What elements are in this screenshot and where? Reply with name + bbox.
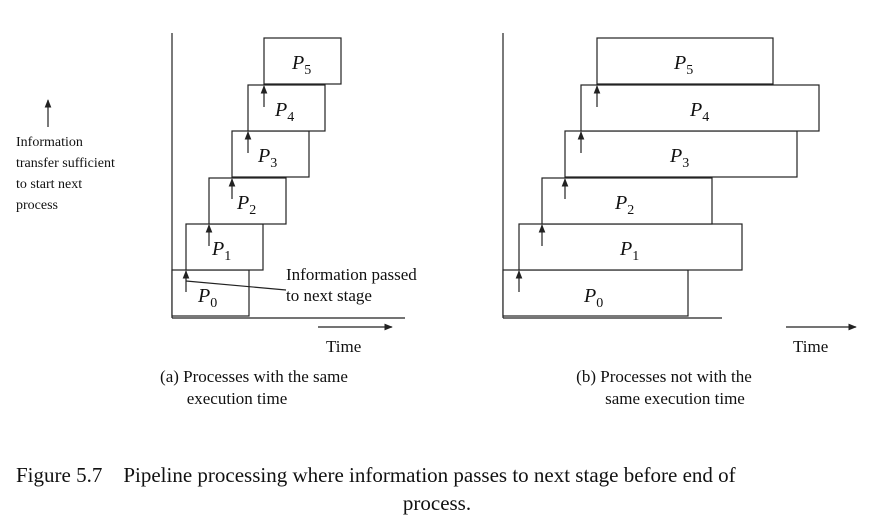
panel-a-process-4: P4 <box>247 84 326 132</box>
panel-a: P0 P1 P2 P3 P4 P5 Information passed to <box>160 33 417 408</box>
panel-a-callout-line-2: to next stage <box>286 286 372 305</box>
panel-a-process-5-label: P5 <box>291 52 311 78</box>
panel-a-callout-leader <box>185 280 287 291</box>
panel-b-process-5-label: P5 <box>673 52 693 78</box>
panel-b-process-2: P2 <box>541 177 713 225</box>
figure-caption-line-2: process. <box>403 491 471 515</box>
panel-b-process-0: P0 <box>502 269 689 317</box>
legend: Information transfer sufficient to start… <box>16 99 115 213</box>
panel-b: P0 P1 P2 P3 P4 P5 Time (b) Processes no <box>502 33 857 408</box>
panel-b-caption-line-1: (b) Processes not with the <box>576 367 752 386</box>
panel-a-process-3: P3 <box>231 130 310 178</box>
panel-b-process-1-label: P1 <box>619 238 639 264</box>
panel-b-time-label: Time <box>793 337 828 356</box>
legend-line-1: Information <box>16 135 83 150</box>
panel-b-process-3-label: P3 <box>669 145 689 171</box>
panel-a-process-0-label: P0 <box>197 285 217 311</box>
panel-b-process-5: P5 <box>596 37 774 85</box>
panel-b-caption-line-2: same execution time <box>605 389 745 408</box>
legend-line-3: to start next <box>16 177 82 192</box>
panel-a-process-4-label: P4 <box>274 99 294 125</box>
panel-a-process-3-label: P3 <box>257 145 277 171</box>
panel-b-process-3: P3 <box>564 130 798 178</box>
panel-a-caption-line-1: (a) Processes with the same <box>160 367 348 386</box>
figure-caption-line-1: Figure 5.7 Pipeline processing where inf… <box>16 463 736 487</box>
panel-b-process-4-label: P4 <box>689 99 709 125</box>
panel-a-time-label: Time <box>326 337 361 356</box>
panel-b-process-0-label: P0 <box>583 285 603 311</box>
panel-a-callout-line-1: Information passed <box>286 265 417 284</box>
figure-caption: Figure 5.7 Pipeline processing where inf… <box>16 463 736 515</box>
panel-b-process-4: P4 <box>580 84 820 132</box>
panel-b-process-2-label: P2 <box>614 192 634 218</box>
panel-a-caption-line-2: execution time <box>187 389 288 408</box>
panel-b-process-1: P1 <box>518 223 743 271</box>
panel-a-process-1-label: P1 <box>211 238 231 264</box>
panel-a-process-0: P0 <box>171 269 250 317</box>
panel-a-process-5: P5 <box>263 37 342 85</box>
panel-a-process-1: P1 <box>185 223 264 271</box>
legend-line-2: transfer sufficient <box>16 156 115 171</box>
panel-a-process-2: P2 <box>208 177 287 225</box>
panel-a-process-2-label: P2 <box>236 192 256 218</box>
legend-line-4: process <box>16 198 58 213</box>
